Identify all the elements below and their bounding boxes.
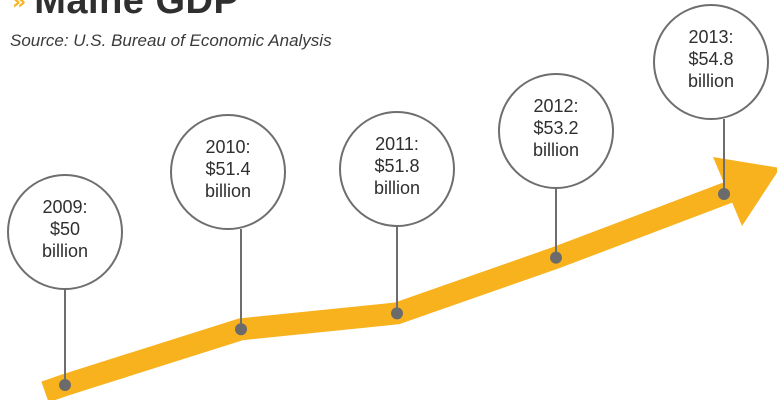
data-label: $51.4 bbox=[205, 159, 250, 179]
page-title: Maine GDP bbox=[34, 0, 240, 22]
data-label: 2010: bbox=[205, 137, 250, 157]
chevron-icon: » bbox=[12, 0, 27, 15]
title-block: » Maine GDP bbox=[12, 0, 239, 20]
data-label: billion bbox=[688, 71, 734, 91]
data-label: 2013: bbox=[688, 27, 733, 47]
data-point bbox=[235, 323, 247, 336]
data-label: $53.2 bbox=[533, 118, 578, 138]
data-point bbox=[718, 188, 730, 200]
label-bubble bbox=[170, 114, 286, 230]
data-label: $54.8 bbox=[688, 49, 733, 69]
data-point bbox=[391, 307, 403, 320]
label-bubble bbox=[7, 174, 123, 290]
source-note: Source: U.S. Bureau of Economic Analysis bbox=[10, 31, 332, 50]
data-label: $50 bbox=[50, 219, 80, 239]
arrow-head bbox=[713, 157, 777, 226]
data-label: billion bbox=[374, 178, 420, 198]
label-bubble bbox=[653, 4, 769, 120]
data-label: 2009: bbox=[42, 197, 87, 217]
data-label: billion bbox=[42, 241, 88, 261]
data-label: 2011: bbox=[375, 134, 419, 154]
data-point bbox=[550, 251, 562, 264]
data-label: 2012: bbox=[533, 96, 578, 116]
data-point bbox=[59, 379, 71, 391]
label-bubble bbox=[498, 73, 614, 189]
label-bubble bbox=[339, 111, 455, 227]
data-label: billion bbox=[205, 181, 251, 201]
data-label: billion bbox=[533, 140, 579, 160]
data-label: $51.8 bbox=[374, 156, 419, 176]
